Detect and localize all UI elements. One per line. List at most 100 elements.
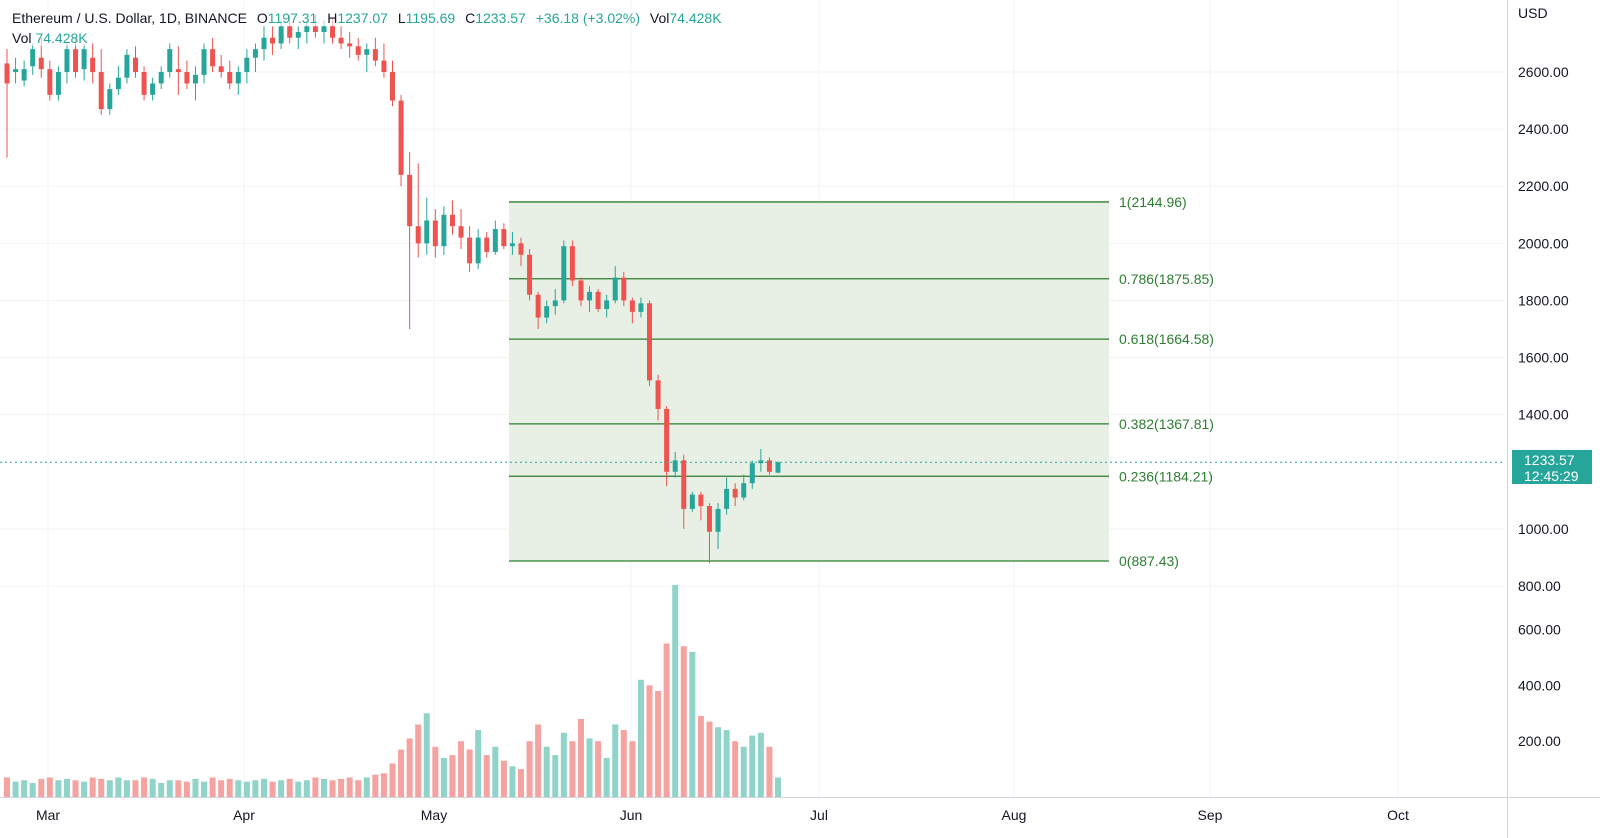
volume-bar	[183, 781, 190, 797]
volume-bar	[149, 778, 156, 797]
candle-body	[638, 303, 644, 312]
volume-bar	[577, 718, 584, 797]
candle-body	[561, 246, 567, 301]
candle-body	[449, 214, 455, 227]
price-tick: 2600.00	[1518, 64, 1569, 80]
candle-body	[775, 462, 781, 473]
candle-body	[98, 72, 104, 110]
candle-body	[766, 460, 772, 472]
volume-bar	[423, 713, 430, 797]
open-key: O	[256, 10, 268, 26]
price-tick: 1000.00	[1518, 521, 1569, 537]
volume-bar	[12, 781, 19, 797]
candle-body	[655, 380, 661, 409]
volume-legend[interactable]: Vol 74.428K	[12, 30, 88, 46]
volume-bar	[569, 741, 576, 797]
candle-body	[107, 89, 113, 110]
volume-bar	[406, 738, 413, 797]
candle-body	[90, 57, 96, 72]
volume-bar	[252, 780, 259, 797]
price-axis[interactable]: 2600.00 2400.00 2200.00 2000.00 1800.00 1600.…	[1518, 64, 1569, 749]
fib-level-label: 1(2144.96)	[1119, 194, 1187, 210]
candle-body	[749, 463, 755, 484]
candle-body	[475, 237, 481, 264]
candle-body	[381, 60, 387, 72]
volume-bar	[757, 732, 764, 797]
candle-body	[158, 72, 164, 84]
volume-bar	[637, 679, 644, 797]
candle-body	[364, 49, 370, 55]
candle-body	[210, 49, 216, 67]
volume-bar	[595, 741, 602, 797]
candle-body	[569, 246, 575, 281]
volume-bar	[706, 721, 713, 797]
candle-body	[38, 57, 44, 70]
volume-bar	[312, 777, 319, 797]
candle-body	[347, 43, 353, 47]
candle-body	[227, 72, 233, 84]
volume-bar	[560, 732, 567, 797]
time-tick: Oct	[1387, 807, 1409, 823]
volume-bar	[509, 766, 516, 797]
volume-bar	[646, 685, 653, 797]
volume-bar	[303, 780, 310, 797]
candle-body	[587, 291, 593, 301]
symbol-legend[interactable]: Ethereum / U.S. Dollar, 1D, BINANCE O119…	[12, 10, 722, 26]
volume-bar	[697, 716, 704, 797]
symbol-name: Ethereum / U.S. Dollar, 1D, BINANCE	[12, 10, 247, 26]
candle-body	[73, 49, 79, 72]
volume-bar	[243, 781, 250, 797]
candle-body	[235, 72, 241, 84]
volume-bar	[655, 690, 662, 797]
candle-body	[218, 66, 224, 72]
volume-bar	[363, 777, 370, 797]
volume-bar	[740, 746, 747, 797]
time-tick: Jun	[620, 807, 643, 823]
candle-body	[578, 280, 584, 301]
fib-retracement-area[interactable]	[509, 201, 1109, 562]
volume-bar	[689, 651, 696, 797]
volume-bar	[98, 778, 105, 797]
volume-bar	[732, 741, 739, 797]
candle-body	[535, 294, 541, 318]
volume-bar	[466, 749, 473, 797]
volume-bar	[543, 746, 550, 797]
candle-body	[518, 243, 524, 255]
candle-body	[689, 494, 695, 509]
candle-body	[527, 254, 533, 295]
candle-body	[441, 214, 447, 247]
volume-bar	[355, 780, 362, 797]
candle-body	[13, 69, 19, 72]
candle-body	[4, 63, 10, 84]
candle-body	[501, 229, 507, 247]
candle-body	[124, 54, 130, 78]
volume-bar	[380, 773, 387, 797]
volume-bar	[346, 777, 353, 797]
candle-body	[509, 243, 515, 247]
candle-body	[724, 488, 730, 509]
volume-value: 74.428K	[669, 10, 722, 26]
volume-bar	[766, 746, 773, 797]
time-tick: Aug	[1002, 807, 1027, 823]
volume-bar	[483, 755, 490, 797]
candle-body	[424, 220, 430, 244]
time-axis[interactable]: Mar Apr May Jun Jul Aug Sep Oct	[36, 807, 1409, 823]
volume-bar	[449, 755, 456, 797]
volume-bar	[132, 780, 139, 797]
candle-body	[604, 300, 610, 310]
price-tick: 2000.00	[1518, 235, 1569, 251]
time-tick: Jul	[810, 807, 828, 823]
low-key: L	[397, 10, 406, 26]
candle-body	[647, 303, 652, 381]
candle-body	[184, 72, 190, 84]
price-tick: 1400.00	[1518, 407, 1569, 423]
candle-body	[21, 69, 27, 81]
volume-bar	[500, 760, 507, 797]
volume-bar	[89, 777, 96, 797]
volume-legend-value: 74.428K	[35, 30, 88, 46]
candle-body	[672, 460, 678, 472]
candle-body	[64, 49, 70, 72]
candle-body	[415, 226, 421, 244]
candle-body	[458, 226, 464, 238]
